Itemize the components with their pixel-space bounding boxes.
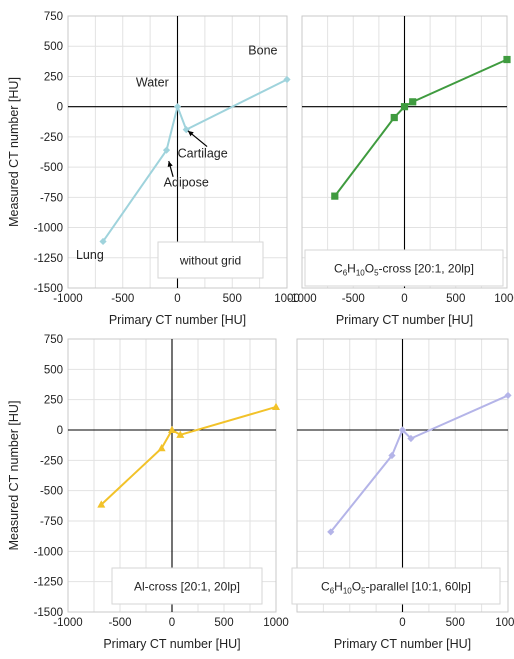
data-point bbox=[398, 426, 407, 434]
annotation-label: Adipose bbox=[164, 175, 209, 189]
x-tick-label: -500 bbox=[111, 293, 134, 305]
y-tick-label: -250 bbox=[40, 455, 63, 467]
annotation-label: Bone bbox=[248, 44, 277, 58]
legend-box bbox=[157, 241, 264, 279]
legend-label: C6H10O5-parallel [10:1, 60lp] bbox=[321, 580, 471, 596]
data-point bbox=[409, 98, 417, 106]
x-tick-label: 0 bbox=[174, 293, 180, 305]
data-point bbox=[390, 113, 398, 122]
y-tick-label: -1000 bbox=[34, 223, 63, 235]
y-tick-label: 500 bbox=[44, 364, 63, 376]
data-point bbox=[162, 146, 171, 154]
y-tick-label: -750 bbox=[40, 192, 63, 204]
x-tick-label: -1000 bbox=[53, 617, 82, 629]
y-tick-label: 500 bbox=[44, 41, 63, 53]
data-point bbox=[283, 75, 291, 84]
data-point bbox=[173, 103, 182, 111]
annotation-label: Lung bbox=[76, 248, 104, 262]
x-tick-label: 1000 bbox=[494, 293, 514, 305]
legend-box bbox=[304, 249, 504, 287]
panel-without-grid: 7505002500-250-500-750-1000-1250-1500-10… bbox=[7, 11, 300, 327]
y-tick-label: -1000 bbox=[34, 546, 63, 558]
y-tick-label: 250 bbox=[44, 71, 63, 83]
data-point bbox=[331, 192, 339, 200]
x-axis-label: Primary CT number [HU] bbox=[103, 637, 240, 651]
y-tick-label: -500 bbox=[40, 486, 63, 498]
x-tick-label: 0 bbox=[401, 293, 407, 305]
panel-c6h10o5-parallel: 0 500 1000 Primary CT number [HU] C6H10O5-pa… bbox=[291, 338, 514, 651]
x-axis-label: Primary CT number [HU] bbox=[336, 313, 473, 327]
x-tick-label: -500 bbox=[342, 293, 365, 305]
panel-al-cross: 7505002500-250-500-750-1000-1250-1500-10… bbox=[7, 334, 289, 651]
y-tick-label: -750 bbox=[40, 516, 63, 528]
x-tick-label: 500 bbox=[214, 617, 233, 629]
x-tick-label: 500 bbox=[223, 293, 242, 305]
panel-c6h10o5-cross: -1000 -500 0 500 1000 Primary CT number [HU] C… bbox=[287, 15, 514, 327]
x-axis-label: Primary CT number [HU] bbox=[109, 313, 246, 327]
x-tick-label: 1000 bbox=[274, 293, 300, 305]
annotation-label: Water bbox=[136, 76, 169, 90]
data-point bbox=[388, 451, 396, 460]
x-tick-label: -500 bbox=[108, 617, 131, 629]
y-tick-label: -1250 bbox=[34, 577, 63, 589]
x-tick-label: 0 bbox=[169, 617, 175, 629]
data-point bbox=[168, 425, 176, 433]
y-tick-label: -250 bbox=[40, 132, 63, 144]
x-tick-label: 1000 bbox=[263, 617, 289, 629]
x-axis-label: Primary CT number [HU] bbox=[334, 637, 471, 651]
x-tick-label: 500 bbox=[446, 293, 465, 305]
data-point bbox=[407, 434, 415, 443]
legend-label: without grid bbox=[179, 254, 241, 268]
data-point bbox=[400, 103, 409, 111]
x-tick-label: 500 bbox=[446, 617, 465, 629]
legend-label: Al-cross [20:1, 20lp] bbox=[134, 580, 240, 594]
legend-box bbox=[111, 567, 263, 605]
y-tick-label: -1500 bbox=[34, 283, 63, 295]
y-tick-label: -1500 bbox=[34, 607, 63, 619]
y-tick-label: 750 bbox=[44, 11, 63, 23]
data-point bbox=[157, 444, 166, 452]
y-tick-label: 250 bbox=[44, 395, 63, 407]
annotation-arrowhead bbox=[167, 161, 173, 167]
y-axis-label: Measured CT number [HU] bbox=[7, 77, 21, 227]
x-tick-label: -1000 bbox=[53, 293, 82, 305]
y-tick-label: -1250 bbox=[34, 253, 63, 265]
x-tick-label: 0 bbox=[399, 617, 405, 629]
legend-label: C6H10O5-cross [20:1, 20lp] bbox=[334, 262, 474, 278]
legend-box bbox=[291, 567, 501, 605]
y-axis-label: Measured CT number [HU] bbox=[7, 401, 21, 551]
annotation-arrowhead bbox=[187, 130, 194, 137]
y-tick-label: -500 bbox=[40, 162, 63, 174]
data-point bbox=[503, 55, 511, 64]
data-point bbox=[327, 528, 335, 536]
data-point bbox=[176, 430, 185, 438]
data-point bbox=[99, 237, 107, 246]
data-point bbox=[272, 402, 280, 410]
y-tick-label: 0 bbox=[57, 425, 63, 437]
x-tick-label: -1000 bbox=[287, 293, 316, 305]
y-tick-label: 0 bbox=[57, 102, 63, 114]
y-tick-label: 750 bbox=[44, 334, 63, 346]
x-tick-label: 1000 bbox=[495, 617, 514, 629]
annotation-label: Cartilage bbox=[178, 146, 228, 160]
data-point bbox=[504, 391, 512, 400]
data-point bbox=[97, 500, 106, 508]
